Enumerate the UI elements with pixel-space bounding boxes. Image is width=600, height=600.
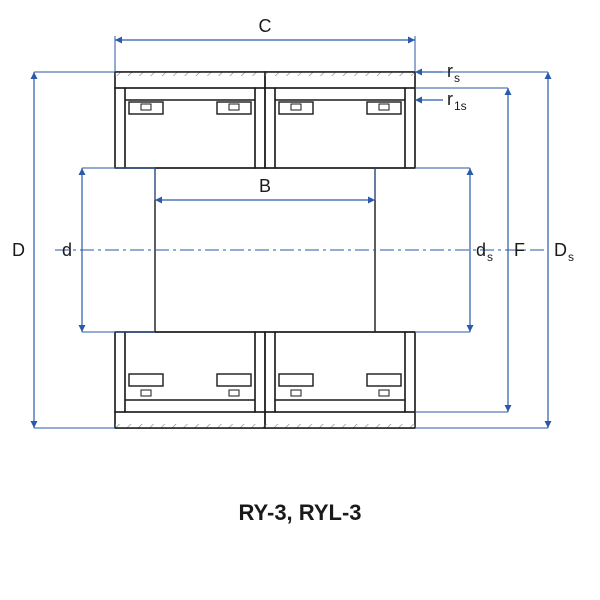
caption: RY-3, RYL-3 — [238, 500, 361, 525]
dim-label-F: F — [514, 240, 525, 260]
dim-label-B: B — [259, 176, 271, 196]
dim-label-D: D — [12, 240, 25, 260]
dim-label-r1s: r1s — [447, 89, 467, 113]
dim-label-rs: rs — [447, 61, 460, 85]
dim-label-C: C — [259, 16, 272, 36]
dim-label-Ds: Ds — [554, 240, 574, 264]
dim-label-d: d — [62, 240, 72, 260]
dim-label-ds: ds — [476, 240, 493, 264]
